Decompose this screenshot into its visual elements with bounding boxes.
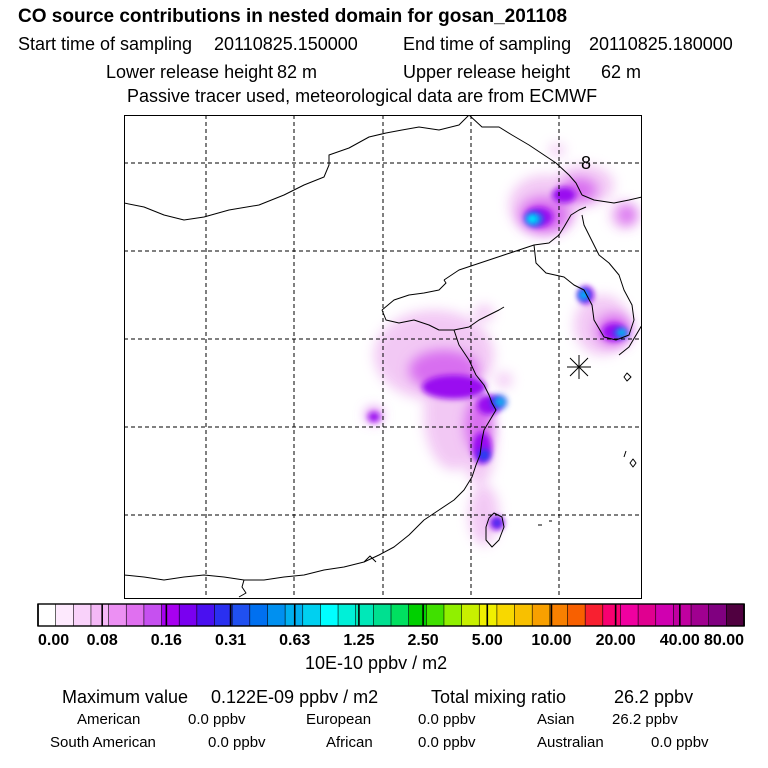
source-asian-value: 26.2 ppbv <box>612 711 678 728</box>
colorbar-cell <box>637 603 657 627</box>
colorbar-cell <box>531 603 551 627</box>
colorbar-cell <box>108 603 128 627</box>
colorbar-cell <box>478 603 498 627</box>
colorbar-cell <box>125 603 145 627</box>
colorbar-cell <box>196 603 216 627</box>
colorbar-cell <box>37 603 57 627</box>
end-time-label: End time of sampling <box>403 34 572 54</box>
colorbar-cell <box>249 603 269 627</box>
total-mixing-value: 26.2 ppbv <box>614 687 694 707</box>
colorbar-tick-label: 0.16 <box>151 632 182 649</box>
colorbar-cell <box>620 603 639 627</box>
source-american-label: American <box>77 711 141 728</box>
colorbar-tick-label: 0.08 <box>87 632 118 649</box>
colorbar-tick-label: 10.00 <box>531 632 571 649</box>
colorbar-cell <box>231 603 251 627</box>
colorbar-cell <box>514 603 533 627</box>
lower-release-value: 82 m <box>277 62 318 82</box>
source-african-value: 0.0 ppbv <box>418 734 476 751</box>
colorbar-tick-label: 0.00 <box>38 632 69 649</box>
colorbar-tick-label: 2.50 <box>408 632 439 649</box>
coastlines <box>124 115 642 599</box>
upper-release-label: Upper release height <box>403 62 571 82</box>
colorbar-tick-label: 5.00 <box>472 632 503 649</box>
colorbar-frame <box>37 603 745 627</box>
max-value-label: Maximum value <box>62 687 189 707</box>
source-australian-value: 0.0 ppbv <box>651 734 709 751</box>
colorbar-cell <box>425 603 445 627</box>
colorbar-cell <box>161 603 181 627</box>
chart-title: CO source contributions in nested domain… <box>18 6 568 27</box>
total-mixing-label: Total mixing ratio <box>431 687 567 707</box>
colorbar-cell <box>72 603 92 627</box>
colorbar-tick-label: 0.63 <box>279 632 310 649</box>
colorbar: 0.00 0.08 0.16 0.31 0.63 1.25 2.50 5.00 10.00 20.… <box>37 603 745 649</box>
colorbar-cell <box>673 603 692 627</box>
colorbar-cells <box>37 603 745 627</box>
colorbar-units: 10E-10 ppbv / m2 <box>305 653 448 673</box>
colorbar-tick-labels: 0.00 0.08 0.16 0.31 0.63 1.25 2.50 5.00 10.00 20.… <box>38 632 744 649</box>
colorbar-tick-label: 1.25 <box>343 632 374 649</box>
end-time-value: 20110825.180000 <box>589 34 733 54</box>
colorbar-cell <box>602 603 622 627</box>
colorbar-cell <box>549 603 569 627</box>
start-time-value: 20110825.150000 <box>214 34 358 54</box>
plume-hotspots <box>478 212 628 527</box>
max-value: 0.122E-09 ppbv / m2 <box>211 687 379 707</box>
colorbar-tick-label: 80.00 <box>704 632 744 649</box>
colorbar-cell <box>390 603 410 627</box>
colorbar-tick-label: 20.00 <box>596 632 636 649</box>
colorbar-cell <box>496 603 516 627</box>
colorbar-tick-label: 0.31 <box>215 632 246 649</box>
colorbar-cell <box>690 603 710 627</box>
source-south-american-value: 0.0 ppbv <box>208 734 266 751</box>
source-african-label: African <box>326 734 373 751</box>
map-frame <box>124 115 642 599</box>
colorbar-cell <box>408 603 428 627</box>
contour-label: 8 <box>581 153 591 173</box>
colorbar-tick-label: 40.00 <box>660 632 700 649</box>
colorbar-cell <box>708 603 728 627</box>
colorbar-cell <box>320 603 339 627</box>
colorbar-cell <box>337 603 357 627</box>
upper-release-value: 62 m <box>601 62 642 82</box>
concentration-field <box>366 144 638 545</box>
start-time-label: Start time of sampling <box>18 34 193 54</box>
colorbar-cell <box>726 603 745 627</box>
source-american-value: 0.0 ppbv <box>188 711 246 728</box>
asterisk-icon <box>567 355 591 379</box>
tracer-note: Passive tracer used, meteorological data… <box>127 86 598 106</box>
colorbar-cell <box>461 603 481 627</box>
colorbar-cell <box>567 603 586 627</box>
source-asian-label: Asian <box>537 711 575 728</box>
colorbar-cell <box>55 603 75 627</box>
source-european-value: 0.0 ppbv <box>418 711 476 728</box>
source-european-label: European <box>306 711 372 728</box>
colorbar-cell <box>584 603 604 627</box>
colorbar-major-ticks <box>37 603 745 627</box>
colorbar-cell <box>178 603 198 627</box>
grid-lines <box>124 115 642 599</box>
source-australian-label: Australian <box>537 734 604 751</box>
map-plot: 8 <box>124 115 642 599</box>
source-south-american-label: South American <box>50 734 156 751</box>
colorbar-cell <box>267 603 286 627</box>
colorbar-cell <box>655 603 675 627</box>
colorbar-cell <box>443 603 463 627</box>
colorbar-cell <box>373 603 392 627</box>
lower-release-label: Lower release height <box>106 62 274 82</box>
colorbar-cell <box>90 603 110 627</box>
colorbar-cell <box>143 603 163 627</box>
colorbar-cell <box>302 603 322 627</box>
